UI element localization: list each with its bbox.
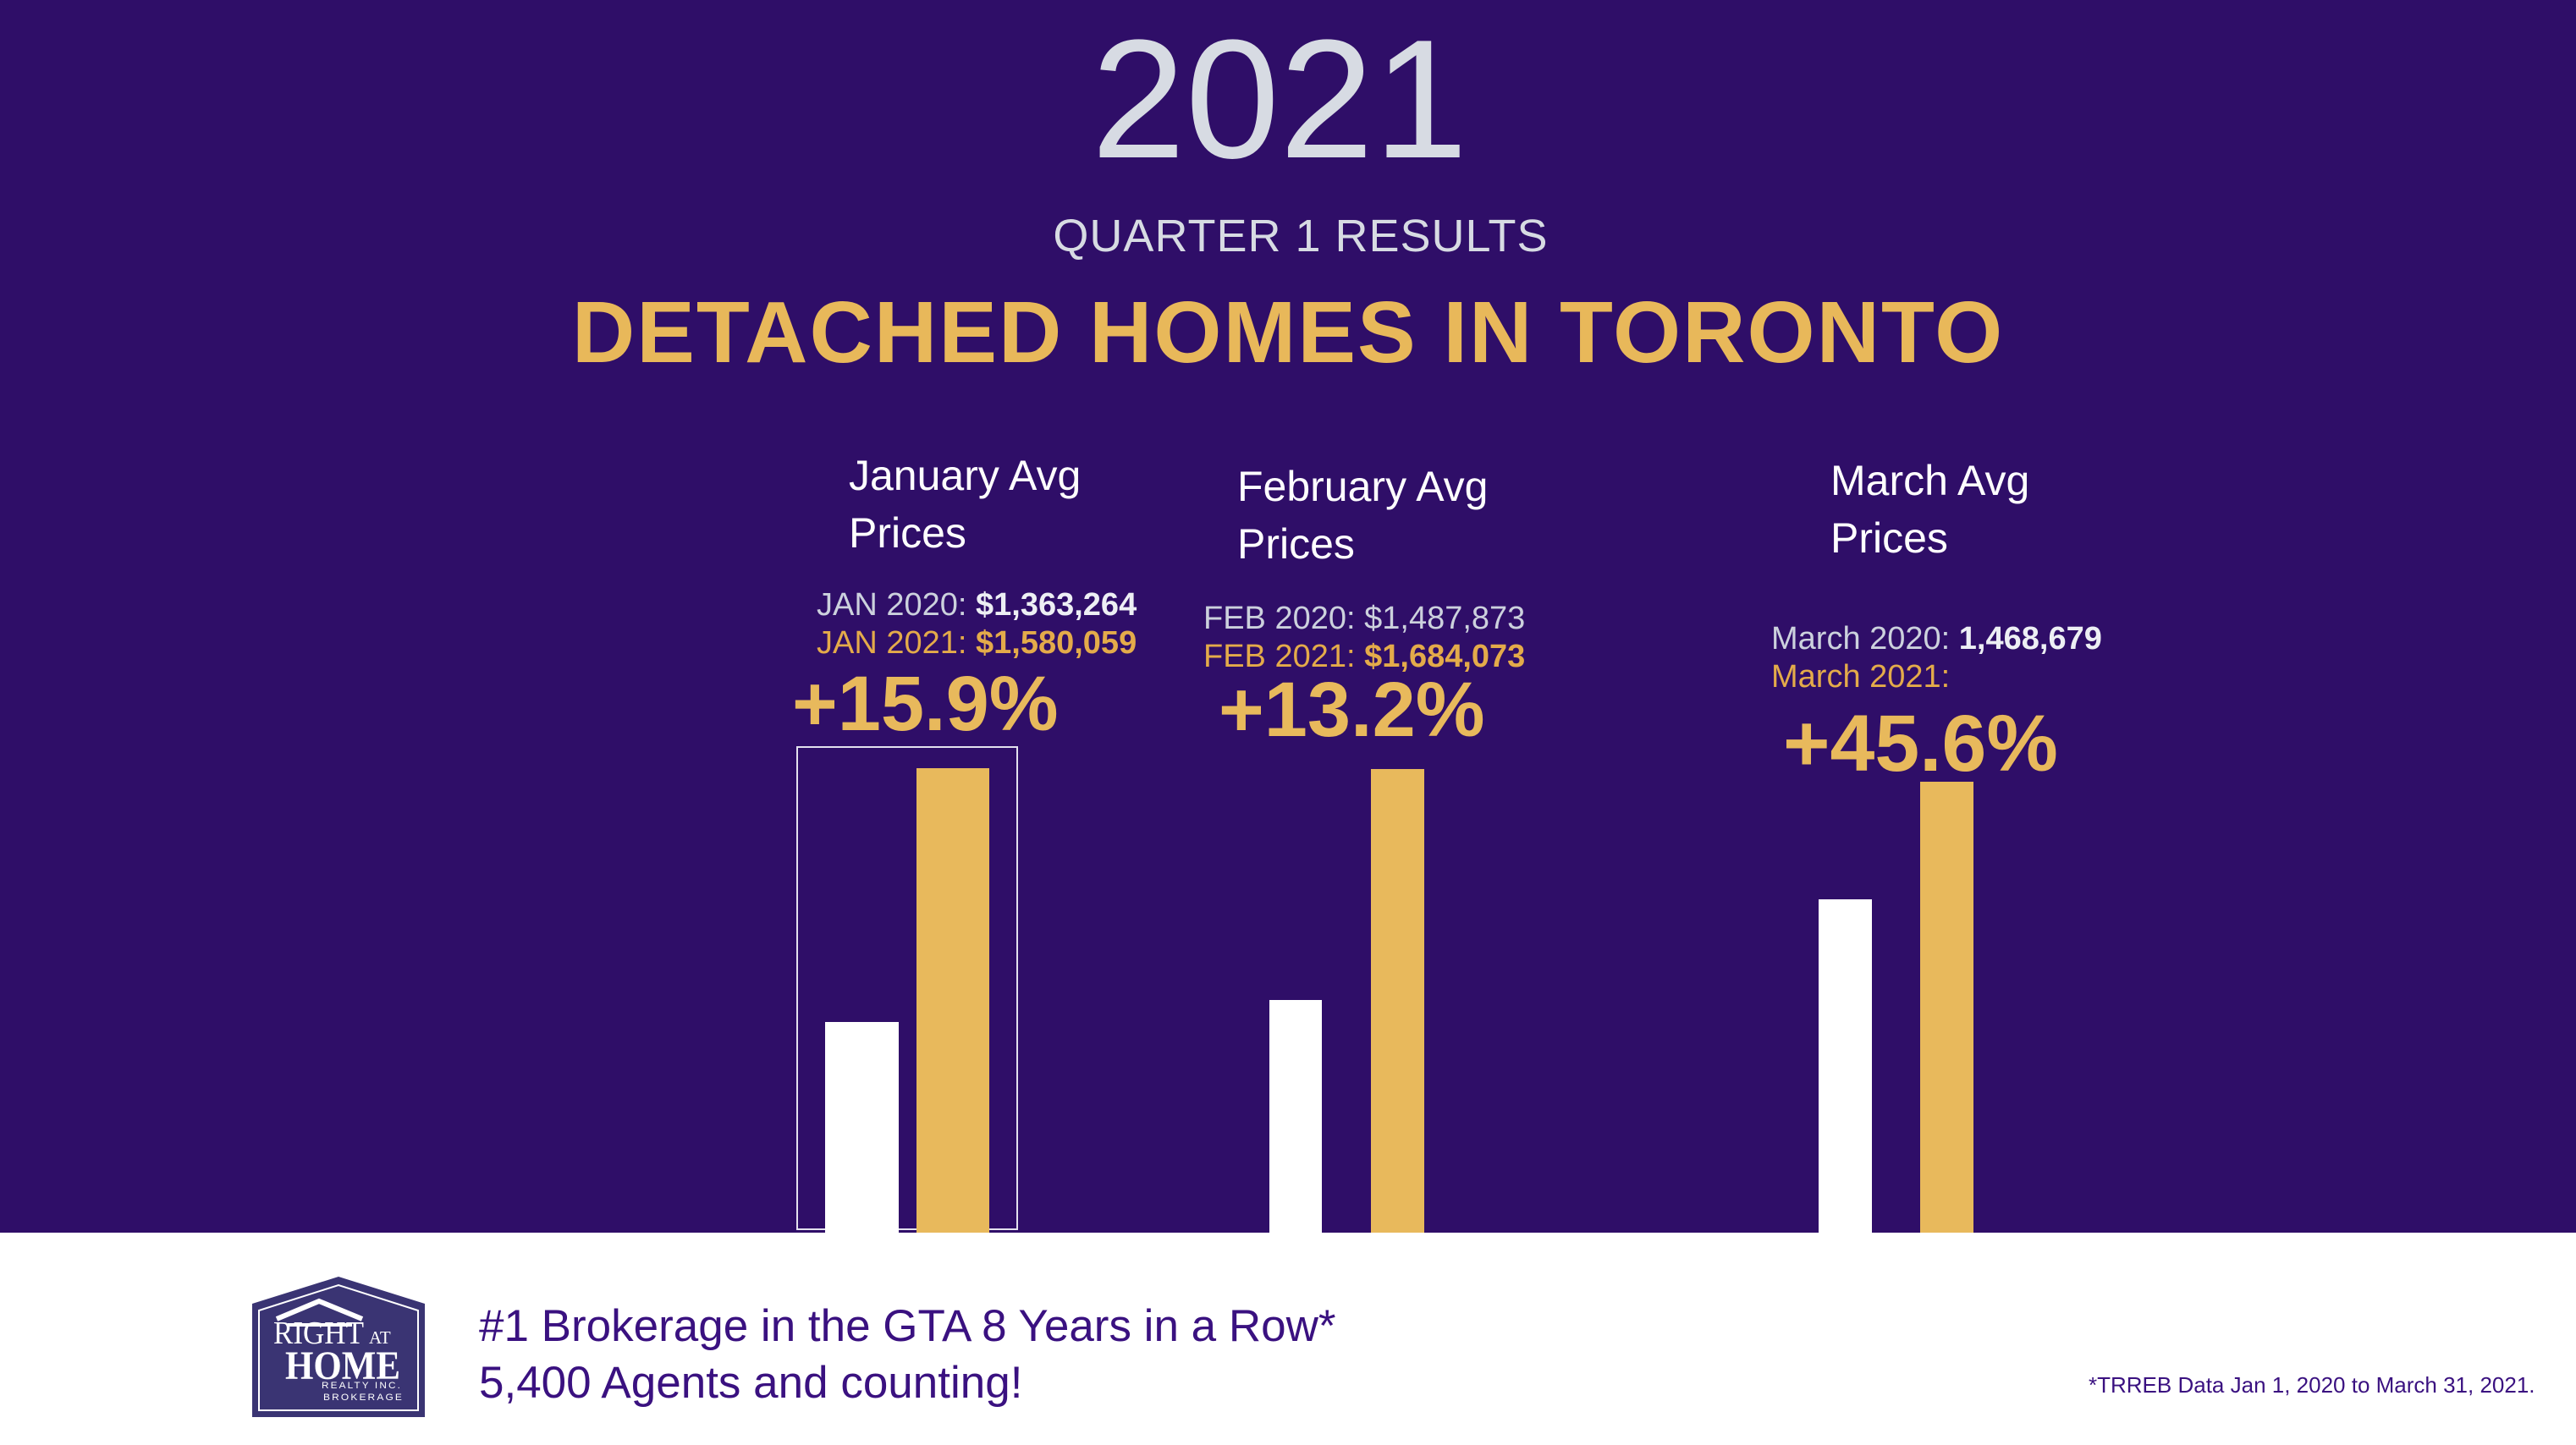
price-line-2020: March 2020: 1,468,679 [1771,620,2102,658]
price-line-2021: March 2021: [1771,658,2102,696]
price-line-2021: FEB 2021: $1,684,073 [1203,638,1525,676]
logo-word-brokerage: BROKERAGE [323,1393,404,1403]
bar-2021-february [1371,769,1424,1233]
logo-word-home: HOME [285,1343,400,1388]
price-label-2020: JAN 2020: [817,587,967,623]
price-line-2021: JAN 2021: $1,580,059 [817,624,1137,662]
price-value-2021: $1,580,059 [976,625,1137,661]
month-heading-january: January Avg Prices [849,447,1081,562]
month-heading-march: March Avg Prices [1830,452,2029,567]
price-lines-january: JAN 2020: $1,363,264 JAN 2021: $1,580,05… [817,586,1137,662]
heading-line1: January Avg [849,452,1082,499]
price-line-2020: FEB 2020: $1,487,873 [1203,600,1525,638]
pct-change-february: +13.2% [1219,667,1485,753]
heading-line2: Prices [849,509,966,557]
price-lines-march: March 2020: 1,468,679 March 2021: [1771,620,2102,696]
heading-line2: Prices [1830,514,1948,562]
logo-word-realty: REALTY INC. [322,1381,402,1391]
bar-2021-january [916,768,989,1233]
price-value-2020: 1,468,679 [1958,621,2102,657]
price-value-2020: $1,363,264 [976,587,1137,623]
logo-roof-icon [275,1298,364,1321]
logo-word-right: RIGHT [273,1316,364,1351]
logo-word-at: AT [369,1327,391,1348]
price-line-2020: JAN 2020: $1,363,264 [817,586,1137,624]
price-label-2020: March 2020: [1771,621,1951,657]
logo-inner-outline [258,1283,419,1411]
footer-tagline-line1: #1 Brokerage in the GTA 8 Years in a Row… [479,1301,1336,1351]
price-label-2021: March 2021: [1771,659,1951,695]
right-at-home-logo: RIGHT AT HOME REALTY INC. BROKERAGE [252,1277,425,1417]
footer-tagline: #1 Brokerage in the GTA 8 Years in a Row… [479,1298,1336,1411]
title-headline: DETACHED HOMES IN TORONTO [571,283,2005,381]
price-label-2020: FEB 2020: [1203,601,1356,636]
bar-2021-march [1920,782,1973,1233]
heading-line2: Prices [1237,520,1355,568]
price-label-2021: FEB 2021: [1203,639,1356,674]
heading-line1: February Avg [1237,463,1489,510]
price-value-2021: $1,684,073 [1364,639,1526,674]
price-lines-february: FEB 2020: $1,487,873 FEB 2021: $1,684,07… [1203,600,1525,676]
footer-source-note: *TRREB Data Jan 1, 2020 to March 31, 202… [2089,1372,2535,1398]
pct-change-march: +45.6% [1783,699,2058,788]
footer-band: RIGHT AT HOME REALTY INC. BROKERAGE #1 B… [0,1233,2576,1445]
logo-roof-base [288,1323,352,1327]
title-year: 2021 [1091,5,1468,194]
price-label-2021: JAN 2021: [817,625,967,661]
bar-2020-march [1819,899,1872,1233]
title-subtitle: QUARTER 1 RESULTS [1053,211,1549,261]
heading-line1: March Avg [1830,457,2030,504]
footer-tagline-line2: 5,400 Agents and counting! [479,1358,1023,1408]
month-heading-february: February Avg Prices [1237,458,1488,573]
bar-2020-january [825,1022,899,1233]
pct-change-january: +15.9% [792,661,1059,747]
bar-2020-february [1269,1000,1322,1233]
price-value-2020: $1,487,873 [1364,601,1526,636]
chart-selection-outline [796,746,1018,1230]
